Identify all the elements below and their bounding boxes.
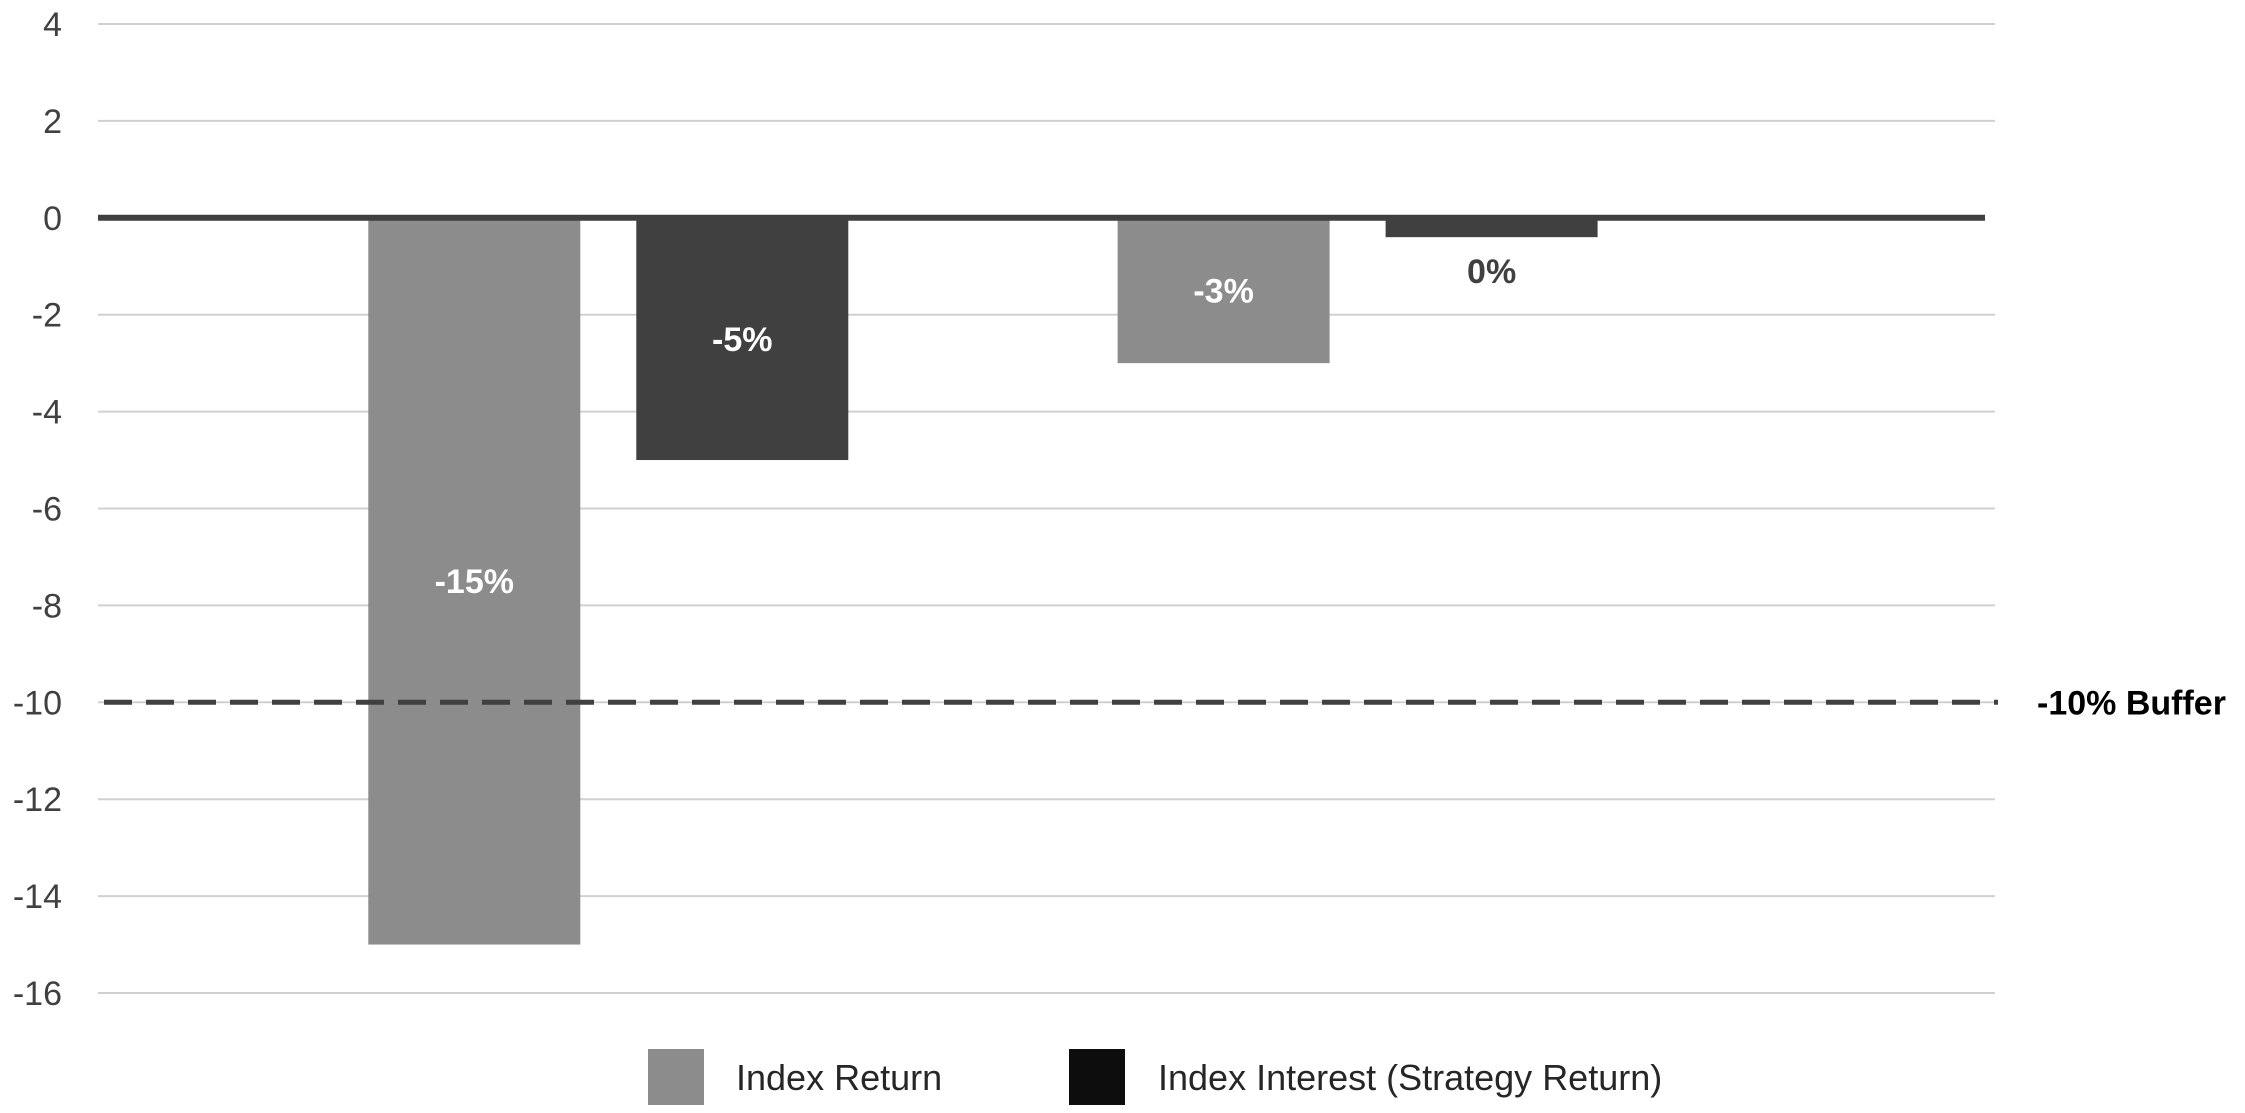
y-tick-label: -10 xyxy=(13,684,62,722)
bar-1-1 xyxy=(1385,217,1598,238)
data-label: 0% xyxy=(1467,253,1516,291)
y-tick-label: -2 xyxy=(32,297,62,335)
legend: Index Return Index Interest (Strategy Re… xyxy=(648,1049,1662,1105)
legend-label-index-return: Index Return xyxy=(736,1057,942,1098)
data-label: -5% xyxy=(712,321,772,359)
data-label: -3% xyxy=(1193,272,1253,310)
y-tick-label: -8 xyxy=(32,587,62,625)
y-tick-label: -14 xyxy=(13,878,62,916)
bar-0-0 xyxy=(368,217,581,945)
legend-label-index-interest: Index Interest (Strategy Return) xyxy=(1158,1057,1662,1098)
bars: -15% -3% -5% 0% xyxy=(368,217,1598,945)
y-tick-label: -16 xyxy=(13,975,62,1013)
y-tick-label: -12 xyxy=(13,781,62,819)
bar-1-0 xyxy=(636,217,849,461)
y-tick-label: 4 xyxy=(43,6,62,44)
y-tick-label: 2 xyxy=(43,103,62,141)
bar-0-1 xyxy=(1117,217,1330,364)
y-tick-label: 0 xyxy=(43,200,62,238)
legend-swatch-index-return xyxy=(648,1049,704,1105)
y-tick-label: -6 xyxy=(32,491,62,529)
y-axis-tick-labels: 4 2 0 -2 -4 -6 -8 -10 -12 -14 -16 xyxy=(13,6,62,1013)
legend-swatch-index-interest xyxy=(1069,1049,1125,1105)
buffer-reference: -10% Buffer xyxy=(104,684,2226,722)
data-label: -15% xyxy=(435,563,514,601)
y-tick-label: -4 xyxy=(32,394,62,432)
buffer-label: -10% Buffer xyxy=(2037,684,2226,722)
